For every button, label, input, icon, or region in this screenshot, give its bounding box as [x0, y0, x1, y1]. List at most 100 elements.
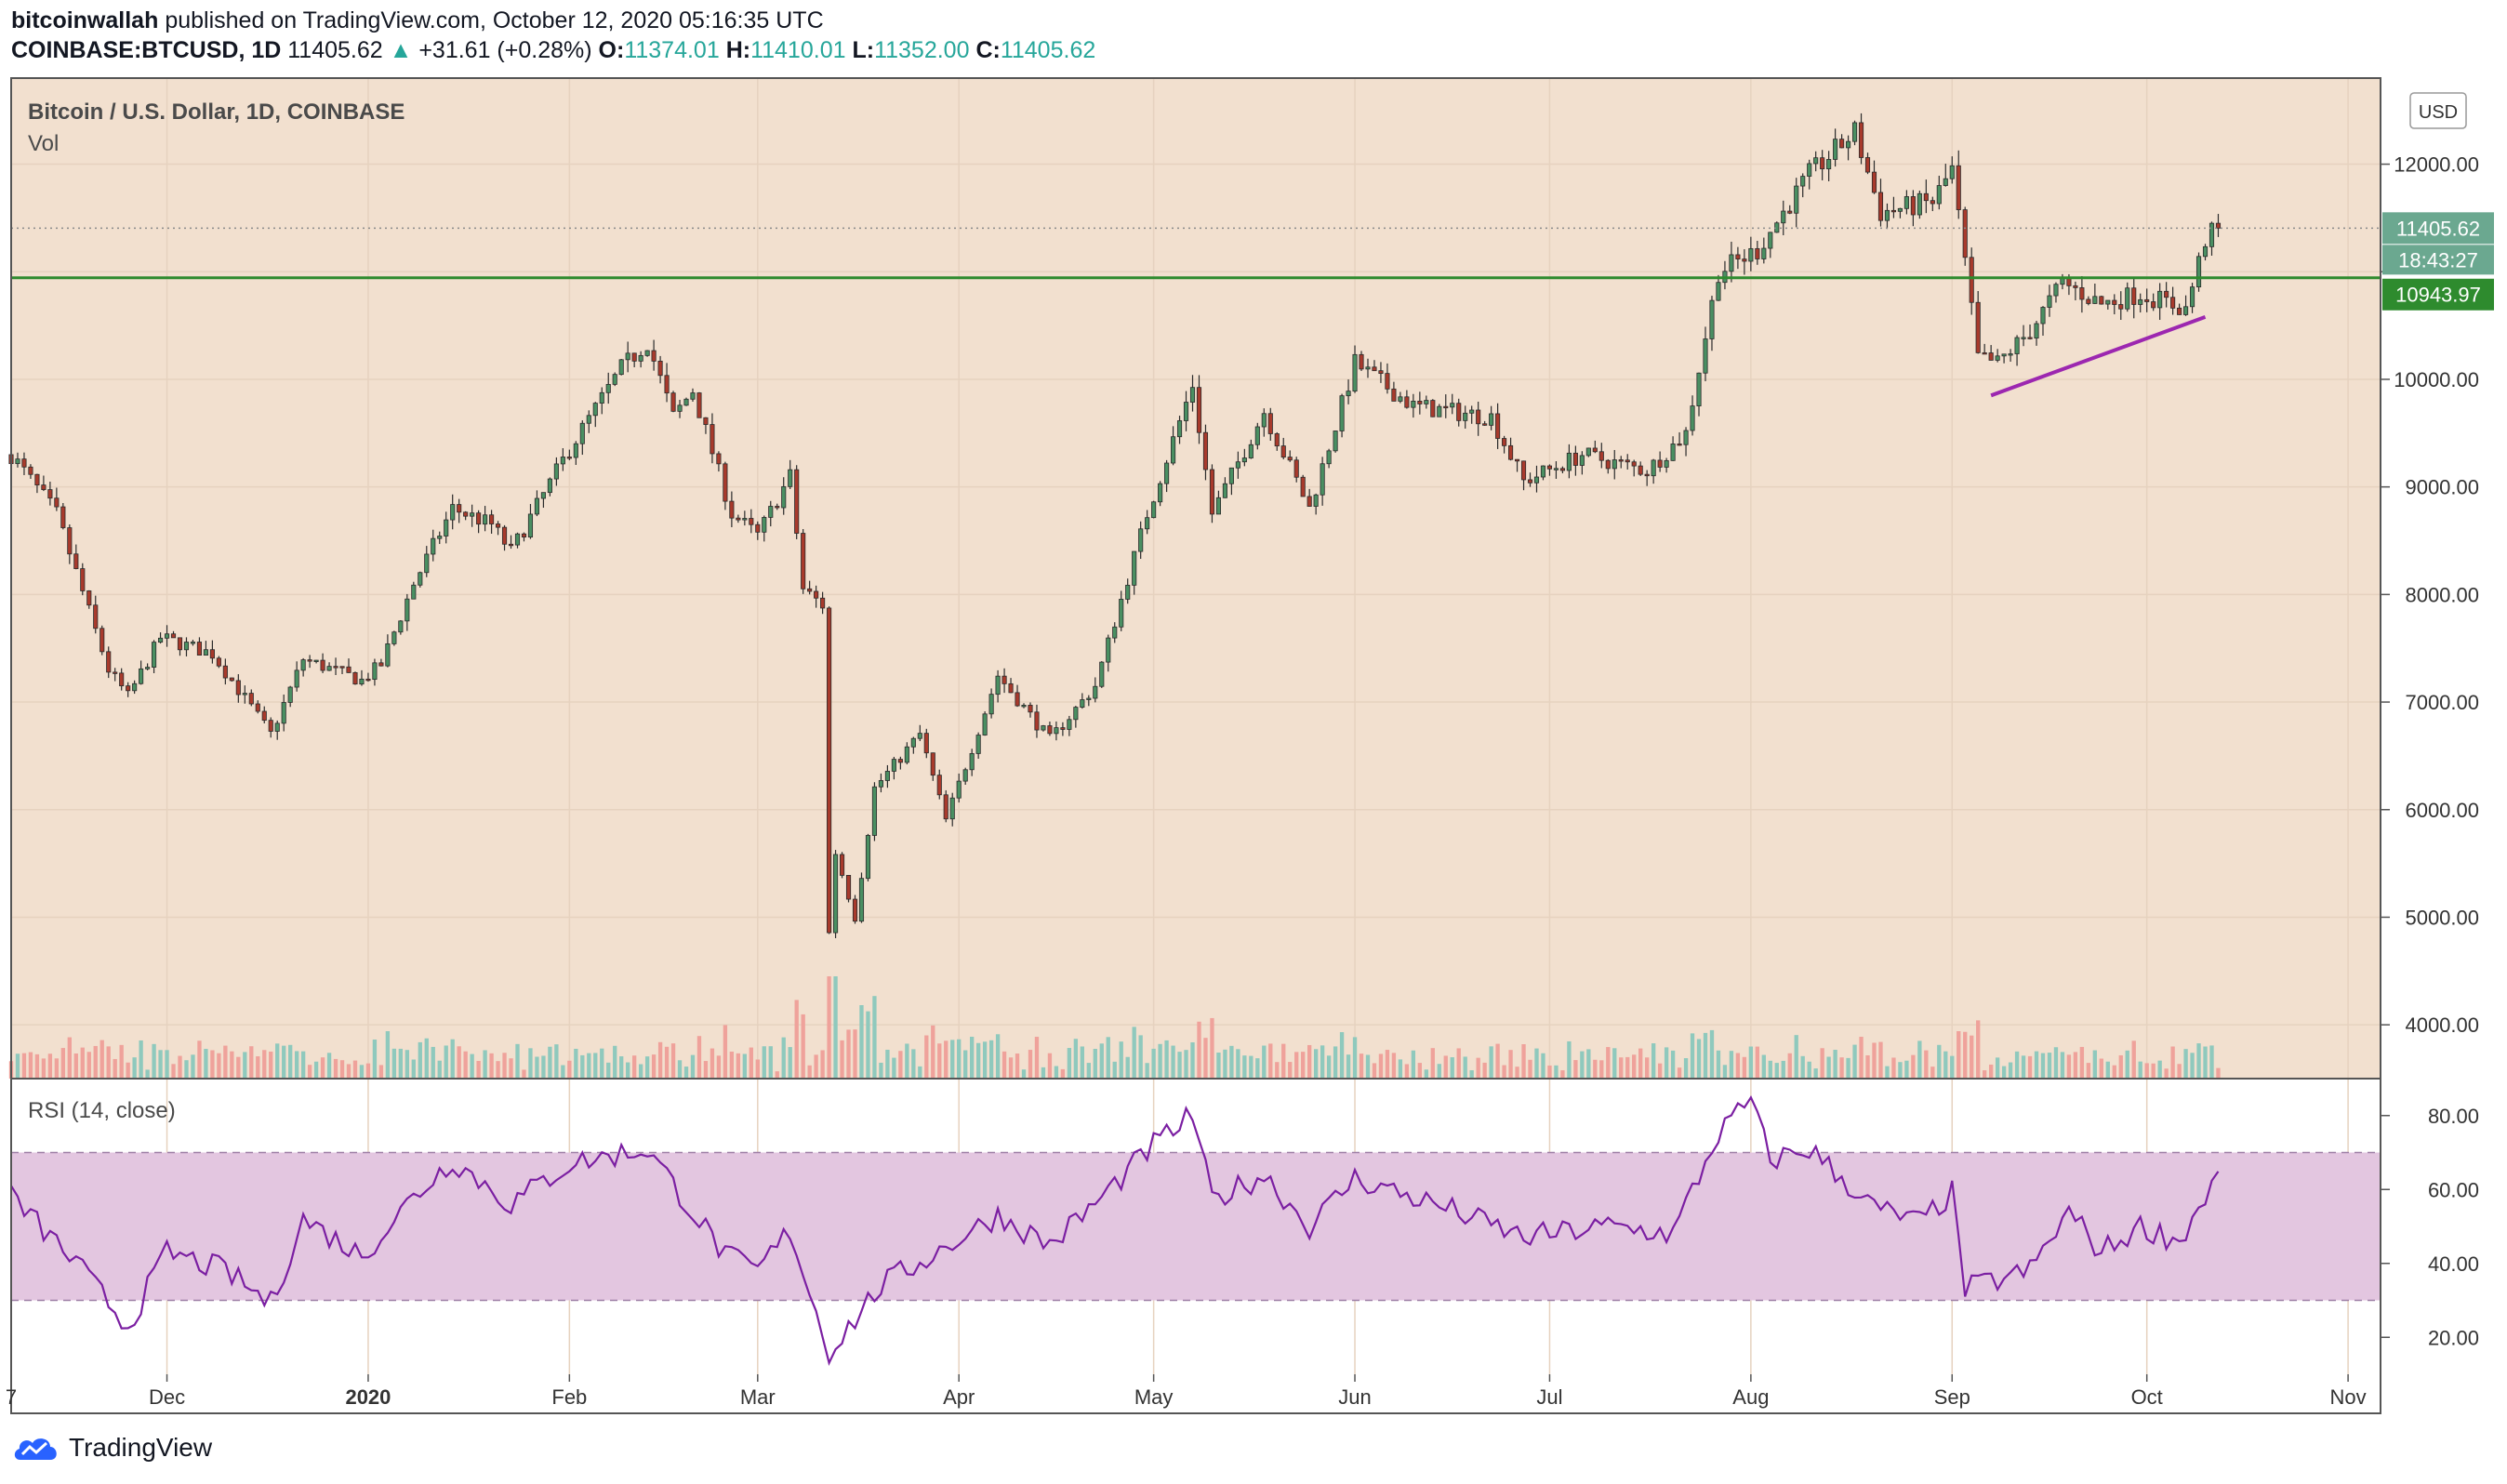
volume-bar [476, 1060, 481, 1079]
volume-bar [1508, 1050, 1513, 1079]
volume-bar [1865, 1054, 1870, 1079]
candle-body [2014, 337, 2020, 354]
candle-body [261, 710, 267, 722]
candle-body [1372, 366, 1377, 372]
volume-bar [1885, 1066, 1890, 1079]
price-axis-background[interactable] [2381, 78, 2496, 1413]
candle-body [1228, 467, 1234, 484]
candle-body [2195, 256, 2202, 288]
volume-bar [2053, 1047, 2059, 1079]
candle-body [2209, 222, 2215, 247]
candle-body [177, 637, 183, 651]
volume-bar [1696, 1039, 1702, 1079]
volume-bar [217, 1053, 221, 1079]
volume-bar [463, 1051, 468, 1079]
currency-button[interactable] [2409, 92, 2467, 129]
volume-bar [613, 1045, 617, 1079]
volume-bar [21, 1053, 27, 1079]
candle-body [1794, 185, 1799, 214]
time-axis-tick-label: Aug [1732, 1385, 1769, 1409]
rsi-line [10, 1095, 2220, 1367]
candle-body [1099, 661, 1105, 687]
volume-bar [1138, 1035, 1143, 1079]
volume-bar [535, 1056, 539, 1079]
price-axis-tick-label: 7000.00 [2405, 691, 2479, 714]
volume-bar [2086, 1063, 2091, 1079]
time-axis-ticks[interactable]: 7 Dec 2020 Feb Mar Apr May Jun Jul Aug Sep Oct Nov [6, 1374, 2367, 1409]
volume-bar [1502, 1065, 1506, 1079]
candle-body [229, 677, 234, 682]
volume-bar [2209, 1045, 2214, 1079]
candle-body [242, 693, 247, 696]
candle-body [489, 514, 495, 524]
candle-body [113, 671, 118, 674]
author-name[interactable]: bitcoinwallah [11, 7, 159, 33]
volume-bar [1463, 1056, 1467, 1079]
volume-bar [1645, 1057, 1650, 1079]
rsi-axis-tick-label: 40.00 [2428, 1252, 2479, 1276]
volume-bar [975, 1042, 981, 1079]
volume-bar [1690, 1033, 1695, 1079]
volume-bar [742, 1053, 747, 1079]
candle-body [579, 422, 585, 444]
volume-bar [300, 1051, 306, 1079]
volume-bar [905, 1043, 909, 1079]
volume-bar [1937, 1044, 1942, 1079]
volume-bar [204, 1049, 208, 1079]
volume-bar [1606, 1047, 1611, 1079]
volume-bar [631, 1055, 637, 1079]
candle-body [1502, 438, 1507, 446]
candle-body [677, 404, 683, 412]
candle-body [483, 514, 488, 525]
volume-bar [236, 1056, 241, 1079]
candle-body [1735, 254, 1741, 259]
volume-bar [1015, 1053, 1020, 1079]
candle-body [566, 457, 572, 459]
candle-body [1171, 436, 1176, 464]
candle-body [405, 598, 410, 622]
volume-bar [1099, 1043, 1104, 1079]
candle-body [203, 649, 208, 656]
candle-body [1352, 353, 1358, 392]
volume-bar [339, 1060, 345, 1079]
candle-body [2079, 287, 2085, 300]
volume-bar [2112, 1065, 2116, 1079]
candle-body [378, 662, 384, 667]
candle-body [521, 533, 527, 537]
candle-body [969, 753, 975, 771]
volume-bar [1275, 1062, 1280, 1079]
volume-bar [2216, 1067, 2221, 1079]
candle-body [1598, 451, 1604, 461]
volume-bar [411, 1059, 416, 1079]
candle-body [1417, 400, 1423, 404]
volume-bar [165, 1050, 169, 1079]
tradingview-logo[interactable]: TradingView [11, 1432, 212, 1464]
candle-body [1826, 159, 1832, 170]
volume-bar [2047, 1053, 2052, 1079]
volume-bar [561, 1065, 565, 1079]
volume-bar [1281, 1043, 1286, 1079]
candle-body [418, 572, 423, 586]
candle-body [1378, 370, 1384, 375]
volume-bar [988, 1040, 994, 1079]
volume-bar [1190, 1041, 1195, 1079]
candle-body [391, 631, 397, 644]
candle-body [755, 523, 761, 533]
candle-body [196, 642, 203, 656]
candle-body [534, 497, 540, 515]
volume-bar [1456, 1048, 1461, 1079]
volume-bar [1288, 1062, 1293, 1079]
candle-body [1871, 171, 1877, 193]
candle-body [540, 492, 546, 499]
volume-bar [762, 1046, 766, 1079]
candle-body [352, 671, 358, 685]
volume-bar [73, 1053, 78, 1079]
candle-body [814, 590, 819, 599]
candle-body [1034, 711, 1040, 731]
volume-bar [995, 1034, 1001, 1079]
support-trendline[interactable] [1990, 314, 2207, 398]
candle-body [1612, 459, 1617, 470]
volume-bar [483, 1050, 487, 1079]
candle-body [2092, 296, 2098, 304]
